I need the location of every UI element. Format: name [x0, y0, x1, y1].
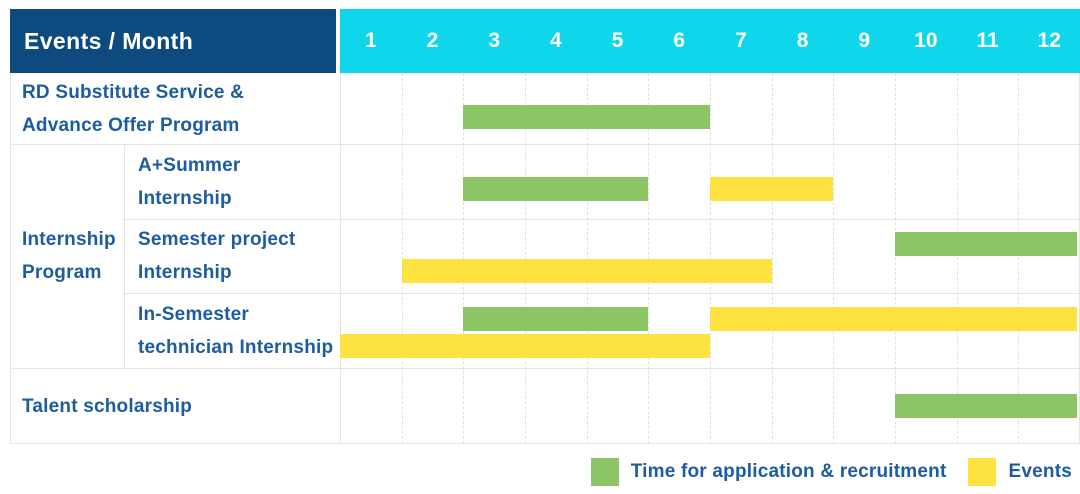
- legend-item-application-recruitment: Time for application & recruitment: [590, 458, 947, 486]
- row-divider: [10, 443, 1080, 444]
- month-gridline: [772, 73, 773, 444]
- month-label-1: 1: [364, 29, 377, 52]
- row-label-a-summer-internship: A+Summer Internship: [124, 144, 340, 219]
- column-divider: [124, 144, 125, 368]
- column-divider: [10, 73, 11, 444]
- header-title: Events / Month: [24, 27, 194, 54]
- month-gridline: [463, 73, 464, 444]
- bar-yellow-in-semester-technician-internship-m7-m12: [710, 307, 1077, 331]
- month-label-5: 5: [611, 29, 624, 52]
- month-gridline: [957, 73, 958, 444]
- month-gridline: [587, 73, 588, 444]
- month-gridline: [833, 73, 834, 444]
- bar-green-rd-substitute-service-m3-m6: [463, 105, 710, 129]
- row-divider: [10, 368, 1080, 369]
- month-label-9: 9: [858, 29, 871, 52]
- bar-yellow-semester-project-internship-m2-m7: [401, 259, 772, 283]
- legend-item-events: Events: [968, 458, 1072, 486]
- legend-label: Time for application & recruitment: [630, 461, 947, 482]
- legend: Time for application & recruitment Events: [590, 458, 1072, 486]
- month-label-4: 4: [550, 29, 562, 52]
- row-divider: [124, 293, 1080, 294]
- legend-label: Events: [1008, 461, 1072, 482]
- bar-green-in-semester-technician-internship-m3-m5: [463, 307, 649, 331]
- row-label-talent-scholarship: Talent scholarship: [10, 368, 340, 444]
- month-label-10: 10: [914, 29, 938, 52]
- row-label-text: In-Semester technician Internship: [138, 303, 334, 358]
- month-label-6: 6: [673, 29, 686, 52]
- month-label-2: 2: [426, 29, 439, 52]
- group-label-text: Internship Program: [22, 229, 116, 283]
- month-header-row: 1 2 3 4 5 6 7 8 9 10 11 12: [340, 9, 1080, 73]
- row-label-text: RD Substitute Service & Advance Offer Pr…: [22, 81, 245, 136]
- row-label-text: Semester project Internship: [138, 229, 296, 283]
- month-label-11: 11: [976, 29, 999, 52]
- row-label-text: Talent scholarship: [22, 395, 193, 417]
- bar-yellow-in-semester-technician-internship-m1-m6: [340, 334, 710, 358]
- row-label-rd-substitute-service: RD Substitute Service & Advance Offer Pr…: [10, 73, 340, 144]
- schedule-table: Events / Month 1 2 3 4 5 6 7 8 9 10 11 12 RD Substi…: [10, 9, 1080, 444]
- month-label-8: 8: [796, 29, 809, 52]
- bar-yellow-a-summer-internship-m7-m8: [710, 177, 834, 201]
- row-label-semester-project-internship: Semester project Internship: [124, 219, 340, 293]
- month-gridline: [402, 73, 403, 444]
- column-divider: [340, 73, 341, 444]
- month-label-3: 3: [488, 29, 501, 52]
- month-label-12: 12: [1037, 29, 1061, 52]
- month-label-7: 7: [735, 29, 747, 52]
- month-gridline: [710, 73, 711, 444]
- group-label-internship-program: Internship Program: [10, 144, 124, 368]
- bar-green-a-summer-internship-m3-m5: [463, 177, 649, 201]
- row-label-text: A+Summer Internship: [138, 154, 241, 209]
- legend-swatch-yellow: [968, 458, 997, 486]
- month-gridline: [525, 73, 526, 444]
- row-divider: [10, 144, 1080, 145]
- month-gridline: [1018, 73, 1019, 444]
- events-month-header-cell: Events / Month: [10, 9, 336, 73]
- legend-swatch-green: [590, 458, 619, 486]
- bar-green-talent-scholarship-m10-m12: [895, 394, 1077, 418]
- month-gridline: [648, 73, 649, 444]
- row-label-in-semester-technician-internship: In-Semester technician Internship: [124, 293, 340, 368]
- row-divider: [124, 219, 1080, 220]
- bar-green-semester-project-internship-m10-m12: [895, 232, 1077, 256]
- month-gridline: [895, 73, 896, 444]
